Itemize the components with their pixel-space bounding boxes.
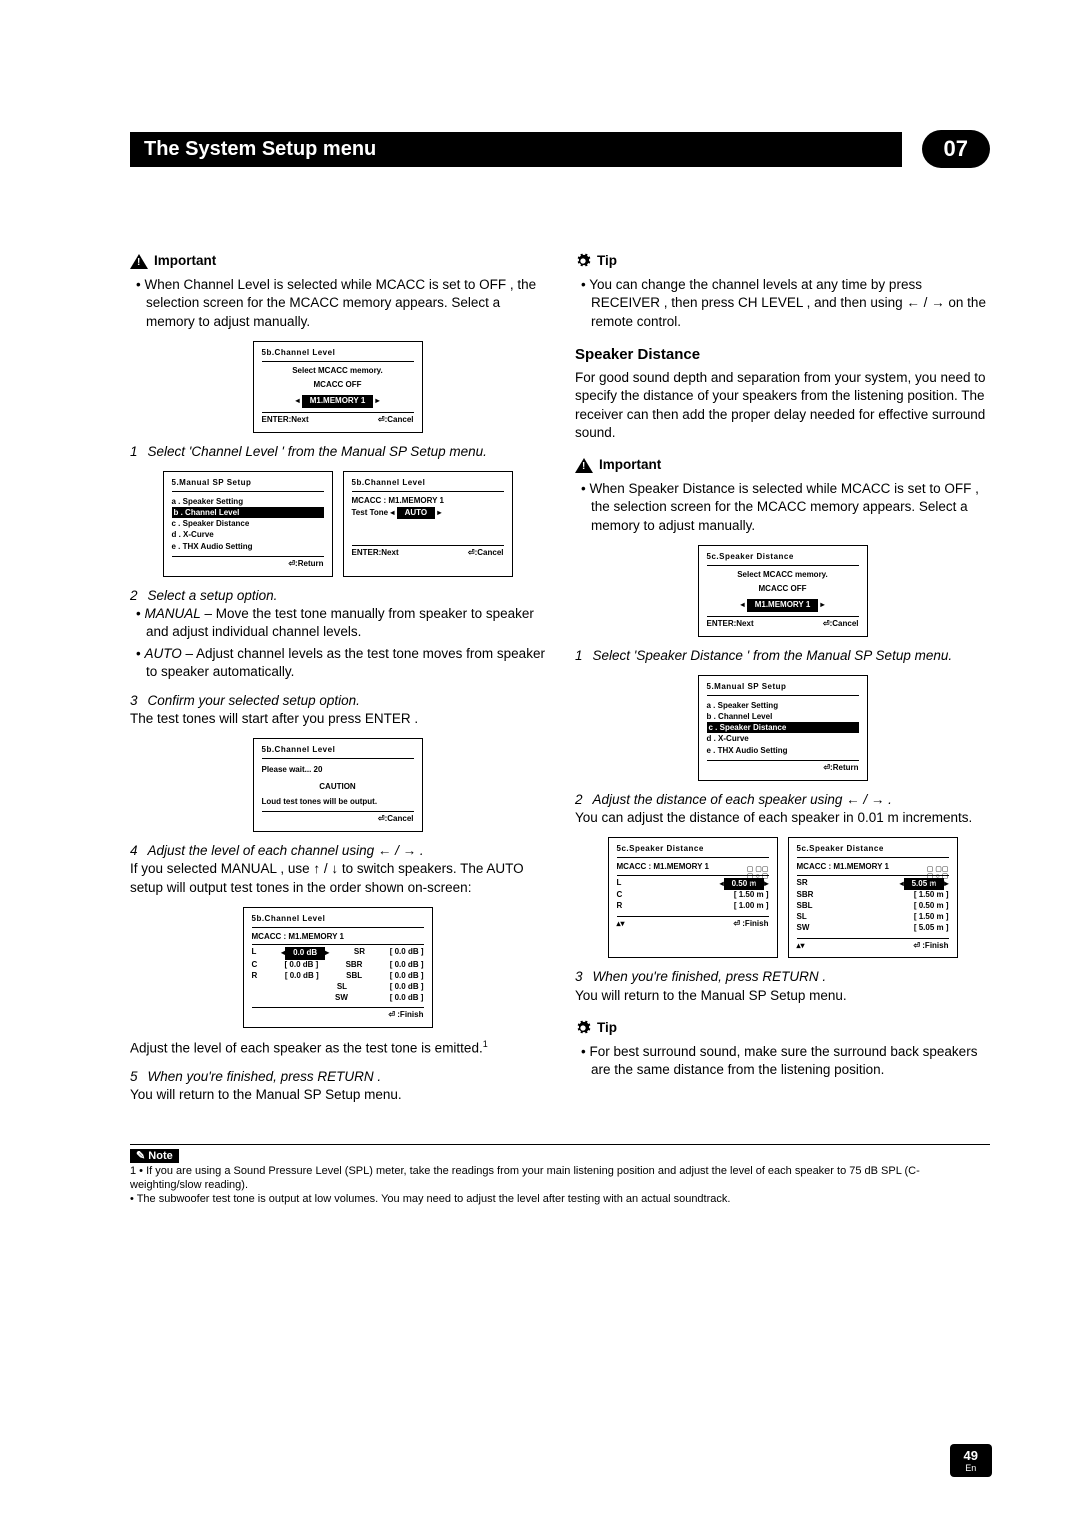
speaker-layout-icon: ▢ ▢▢▢ ○ ▢▢ ▢ (927, 866, 949, 887)
left-column: Important When Channel Level is selected… (130, 238, 545, 1104)
step-2-body-right: You can adjust the distance of each spea… (575, 809, 990, 827)
tip-callout-2: Tip (575, 1019, 990, 1037)
warning-icon (575, 458, 593, 473)
step-1-right: 1Select 'Speaker Distance ' from the Man… (575, 647, 990, 665)
tip-2-text: For best surround sound, make sure the s… (581, 1043, 990, 1079)
important-label: Important (154, 252, 216, 270)
step-4: 4Adjust the level of each channel using … (130, 842, 545, 860)
osd-distance-a: 5c.Speaker Distance MCACC : M1.MEMORY 1 … (608, 837, 778, 958)
manual-option: MANUAL – Move the test tone manually fro… (136, 605, 545, 641)
osd-channel-level-memory: 5b.Channel Level Select MCACC memory. MC… (253, 341, 423, 433)
step-3-body-right: You will return to the Manual SP Setup m… (575, 987, 990, 1005)
note-section: ✎ Note 1 • If you are using a Sound Pres… (130, 1144, 990, 1206)
step-2: 2Select a setup option. (130, 587, 545, 605)
warning-icon (130, 254, 148, 269)
right-column: Tip You can change the channel levels at… (575, 238, 990, 1104)
adjust-text: Adjust the level of each speaker as the … (130, 1038, 545, 1058)
important-callout: Important (130, 252, 545, 270)
gear-icon (575, 1020, 591, 1036)
step-3: 3Confirm your selected setup option. (130, 692, 545, 710)
step-3-right: 3When you're finished, press RETURN . (575, 968, 990, 986)
important-text-right: When Speaker Distance is selected while … (581, 480, 990, 535)
step-3-body: The test tones will start after you pres… (130, 710, 545, 728)
header: The System Setup menu 07 (130, 130, 990, 168)
speaker-layout-icon: ▢ ▢▢▢ ○ ▢▢ ▢ (747, 866, 769, 887)
note-label: ✎ Note (130, 1149, 179, 1163)
osd-speaker-distance-memory: 5c.Speaker Distance Select MCACC memory.… (698, 545, 868, 637)
tip-callout-1: Tip (575, 252, 990, 270)
step-1: 1Select 'Channel Level ' from the Manual… (130, 443, 545, 461)
osd-manual-sp-setup: 5.Manual SP Setup a . Speaker Setting b … (163, 471, 333, 577)
osd-manual-sp-setup-right: 5.Manual SP Setup a . Speaker Setting b … (698, 675, 868, 781)
speaker-distance-intro: For good sound depth and separation from… (575, 369, 990, 442)
step-2-right: 2Adjust the distance of each speaker usi… (575, 791, 990, 809)
note-line-2: • The subwoofer test tone is output at l… (130, 1192, 990, 1206)
osd-distance-b: 5c.Speaker Distance MCACC : M1.MEMORY 1 … (788, 837, 958, 958)
step-5: 5When you're finished, press RETURN . (130, 1068, 545, 1086)
step-5-body: You will return to the Manual SP Setup m… (130, 1086, 545, 1104)
auto-option: AUTO – Adjust channel levels as the test… (136, 645, 545, 681)
note-line-1: 1 • If you are using a Sound Pressure Le… (130, 1164, 990, 1193)
step-4-body: If you selected MANUAL , use ↑ / ↓ to sw… (130, 860, 545, 896)
speaker-distance-heading: Speaker Distance (575, 345, 990, 365)
osd-test-tone: 5b.Channel Level MCACC : M1.MEMORY 1 Tes… (343, 471, 513, 577)
section-title: The System Setup menu (130, 132, 902, 167)
chapter-number: 07 (922, 130, 990, 168)
important-text: When Channel Level is selected while MCA… (136, 276, 545, 331)
osd-channel-levels: 5b.Channel Level MCACC : M1.MEMORY 1 L◂0… (243, 907, 433, 1028)
gear-icon (575, 253, 591, 269)
important-callout-right: Important (575, 456, 990, 474)
osd-please-wait: 5b.Channel Level Please wait... 20 CAUTI… (253, 738, 423, 832)
tip-1-text: You can change the channel levels at any… (581, 276, 990, 331)
page-number: 49 En (950, 1444, 992, 1477)
